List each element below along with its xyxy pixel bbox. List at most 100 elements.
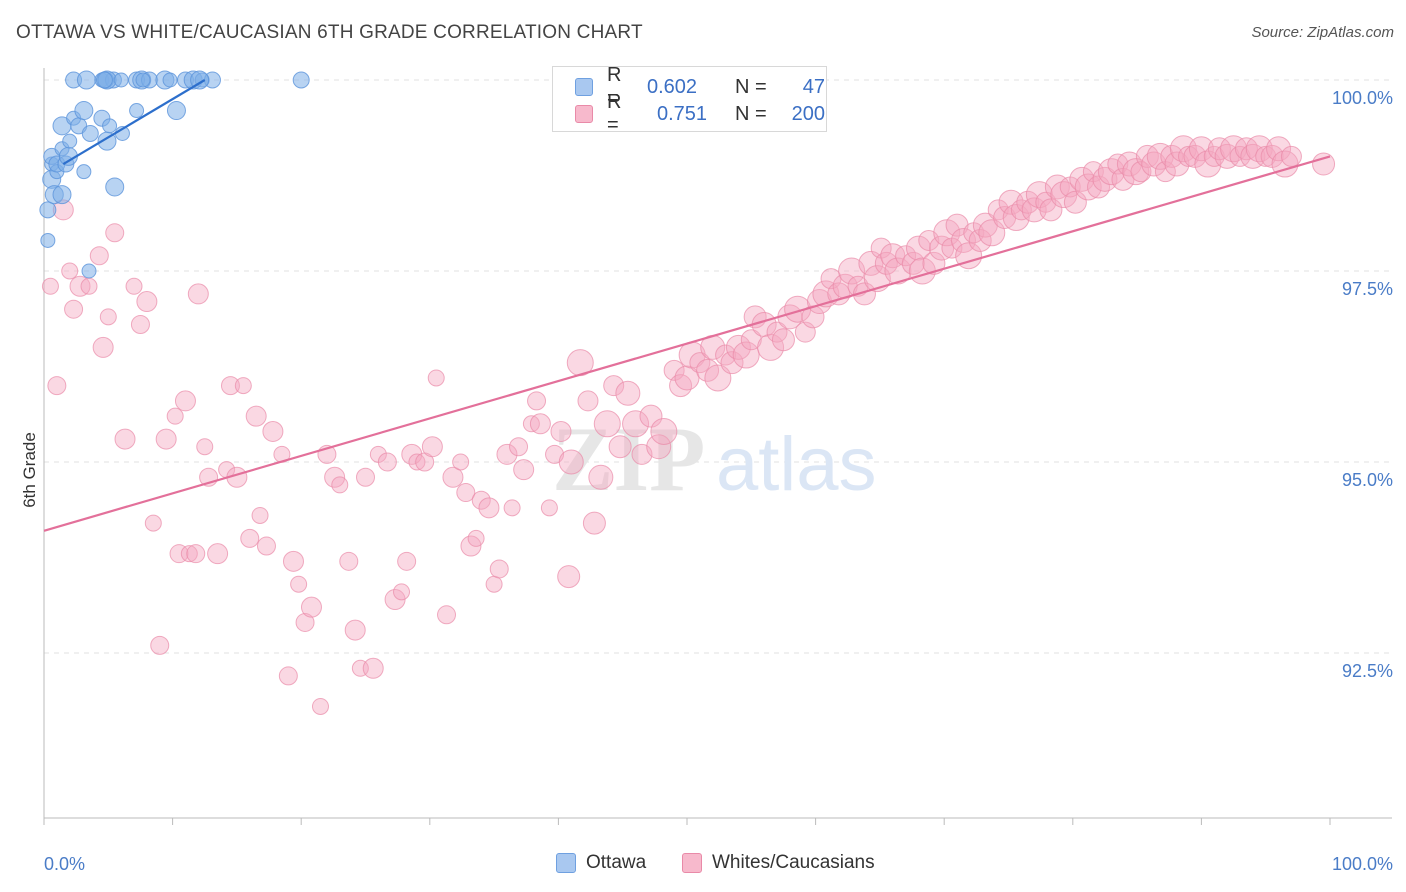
y-tick-labels: 92.5% 95.0% 97.5% 100.0% (1332, 88, 1393, 681)
whites-point (1255, 145, 1277, 167)
whites-point (295, 612, 315, 632)
whites-point (187, 283, 209, 305)
watermark: ZIP atlas (552, 408, 877, 510)
whites-point (240, 528, 260, 548)
trend-lines (43, 79, 1331, 532)
whites-point (663, 359, 685, 381)
whites-point (1010, 199, 1032, 221)
whites-point (884, 257, 912, 285)
whites-point (588, 464, 614, 490)
whites-point (968, 228, 992, 252)
y-tick-label: 92.5% (1342, 661, 1393, 681)
whites-point (262, 420, 284, 442)
whites-point (478, 497, 500, 519)
ottawa-point (81, 263, 97, 279)
whites-point (955, 242, 983, 270)
whites-point (220, 376, 240, 396)
bottom-legend-label-ottawa: Ottawa (586, 852, 647, 873)
ottawa-point (74, 101, 94, 121)
whites-point (509, 437, 529, 457)
whites-point (1160, 144, 1184, 168)
legend-r-label: R = (607, 64, 622, 109)
whites-point (234, 377, 252, 395)
whites-point (174, 390, 196, 412)
whites-point (489, 559, 509, 579)
bottom-legend-label-whites: Whites/Caucasians (712, 852, 875, 873)
legend-r-value: 0.751 (657, 102, 708, 125)
whites-point (136, 291, 158, 313)
whites-point (442, 466, 464, 488)
ottawa-point (52, 185, 72, 205)
whites-point (99, 308, 117, 326)
ottawa-point (40, 232, 56, 248)
series-ottawa-points (39, 70, 310, 279)
bottom-legend-ottawa: Ottawa (556, 852, 646, 874)
whites-point (577, 390, 599, 412)
whites-point (540, 499, 558, 517)
legend-n-value: 47 (802, 75, 825, 98)
whites-point (427, 369, 445, 387)
whites-point (471, 490, 491, 510)
axes (43, 68, 1392, 825)
whites-point (356, 467, 375, 487)
ottawa-point (62, 133, 78, 149)
whites-point (1063, 190, 1087, 214)
whites-point (1280, 145, 1302, 167)
whites-point (603, 375, 625, 397)
series-whites-points (41, 135, 1336, 715)
whites-point (344, 619, 366, 641)
whites-point (1178, 145, 1200, 167)
whites-point (852, 282, 876, 306)
whites-point (503, 499, 521, 517)
whites-point (393, 583, 411, 601)
whites-point (339, 551, 359, 571)
legend-n-value: 200 (791, 102, 825, 125)
whites-point (1203, 145, 1225, 167)
whites-point (557, 565, 581, 589)
ottawa-point (102, 118, 118, 134)
whites-point (130, 314, 150, 334)
whites-point (639, 404, 663, 428)
bottom-swatch-ottawa (556, 853, 576, 873)
whites-point (715, 344, 737, 366)
whites-point (529, 413, 551, 435)
y-tick-label: 100.0% (1332, 88, 1393, 108)
whites-point (740, 329, 762, 351)
x-tick-labels: 0.0% 100.0% (44, 854, 1393, 874)
whites-point (324, 466, 346, 488)
legend-row-ottawa: R = 0.602 N = 47 (575, 64, 825, 109)
whites-point (998, 189, 1024, 215)
legend-row-whites: R = 0.751 N = 200 (575, 91, 825, 136)
legend-swatch-ottawa (575, 78, 593, 96)
watermark-zip: ZIP (552, 408, 705, 510)
whites-point (650, 417, 678, 445)
whites-point (1164, 151, 1190, 177)
whites-point (496, 443, 518, 465)
whites-point (485, 575, 503, 593)
whites-point (125, 277, 143, 295)
whites-trend-line (43, 155, 1331, 532)
ottawa-point (162, 72, 178, 88)
ottawa-point (135, 72, 151, 88)
whites-point (545, 444, 565, 464)
whites-point (1207, 137, 1231, 161)
whites-point (615, 380, 641, 406)
whites-point (1229, 145, 1251, 167)
whites-point (582, 511, 606, 535)
whites-point (771, 328, 795, 352)
legend-r-value: 0.602 (647, 75, 698, 98)
whites-point (1188, 136, 1214, 162)
whites-point (401, 443, 423, 465)
whites-point (558, 449, 584, 475)
whites-point (1312, 152, 1336, 176)
y-axis-title: 6th Grade (20, 432, 39, 508)
whites-point (282, 550, 304, 572)
whites-point (1169, 135, 1197, 163)
whites-point (766, 321, 788, 343)
whites-point (838, 257, 866, 285)
whites-point (905, 235, 931, 261)
whites-point (901, 251, 925, 275)
ottawa-point (113, 72, 129, 88)
whites-point (61, 262, 79, 280)
